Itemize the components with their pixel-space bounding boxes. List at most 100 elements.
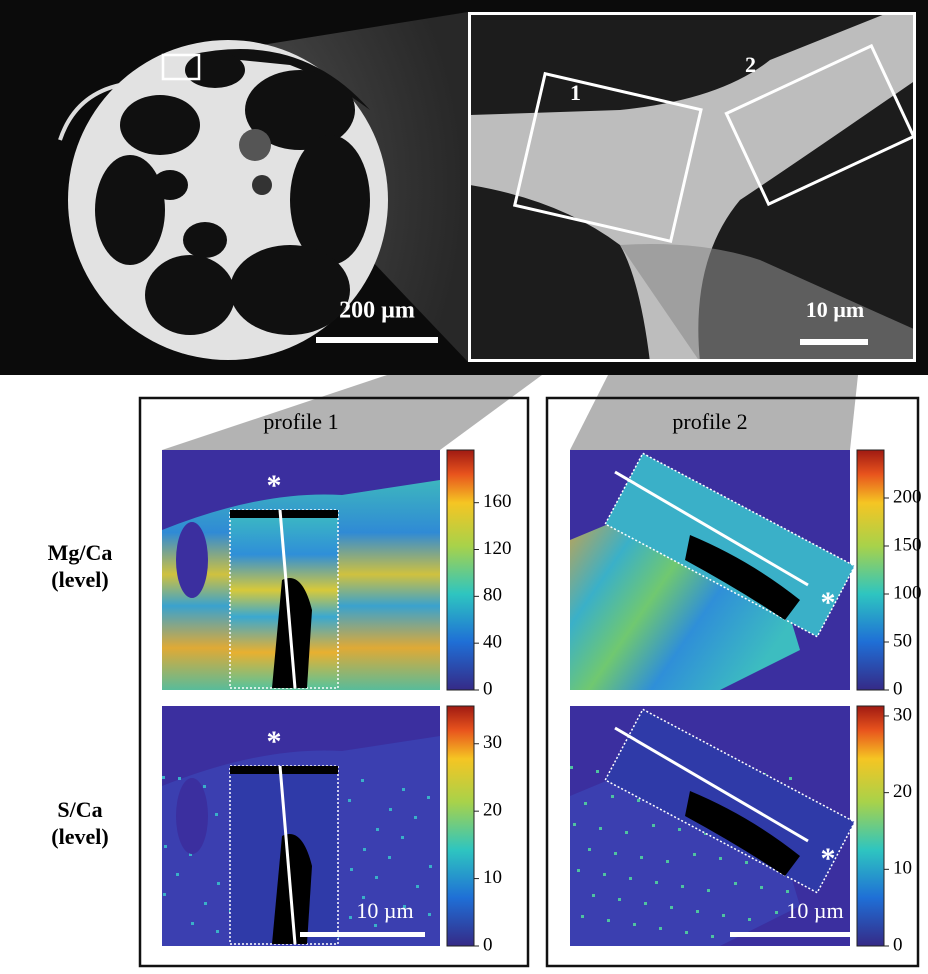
map-speckle (655, 881, 658, 884)
map-speckle (204, 902, 207, 905)
map-speckle (414, 816, 417, 819)
map-hole (176, 778, 208, 854)
map-speckle (722, 914, 725, 917)
marker: * (267, 725, 282, 758)
colorbar-tick-label: 150 (893, 534, 922, 555)
map-speckle (163, 893, 166, 896)
map-speckle (719, 857, 722, 860)
colorbar-tick-label: 10 (893, 858, 912, 879)
map-speckle (734, 882, 737, 885)
map-speckle (644, 902, 647, 905)
map-void (230, 766, 338, 774)
map-speckle (570, 766, 573, 769)
map-speckle (640, 856, 643, 859)
map-speckle (376, 828, 379, 831)
marker: * (821, 586, 836, 619)
scale-label: 10 µm (786, 898, 843, 923)
map-speckle (707, 889, 710, 892)
map-speckle (666, 860, 669, 863)
map-speckle (389, 808, 392, 811)
map-hole (176, 522, 208, 598)
row-label: (level) (51, 567, 108, 592)
map-speckle (685, 931, 688, 934)
colorbar-tick-label: 0 (893, 934, 903, 955)
map-speckle (652, 824, 655, 827)
box-label: 1 (570, 80, 581, 105)
map-speckle (678, 828, 681, 831)
map-speckle (401, 836, 404, 839)
figure: 200 µm 1 2 10 µm Mg/Ca (level) S/Ca (lev… (0, 0, 928, 974)
map-speckle (178, 777, 181, 780)
scale-label: 10 µm (356, 898, 413, 923)
map-speckle (584, 802, 587, 805)
element-map: * (162, 450, 440, 690)
map-speckle (659, 927, 662, 930)
colorbar (857, 450, 884, 690)
map-speckle (164, 845, 167, 848)
map-speckle (361, 779, 364, 782)
map-speckle (374, 924, 377, 927)
colorbar-tick-label: 20 (483, 800, 502, 821)
map-speckle (786, 890, 789, 893)
map-speckle (670, 906, 673, 909)
box-label: 2 (745, 52, 756, 77)
map-speckle (596, 770, 599, 773)
map-speckle (416, 885, 419, 888)
map-speckle (215, 813, 218, 816)
map-speckle (363, 848, 366, 851)
map-speckle (629, 877, 632, 880)
colorbar-tick-label: 30 (483, 732, 502, 753)
map-speckle (775, 911, 778, 914)
map-speckle (633, 923, 636, 926)
scale-bar (300, 932, 425, 937)
map-speckle (429, 865, 432, 868)
row-label: Mg/Ca (48, 540, 113, 565)
colorbar-tick-label: 0 (483, 678, 493, 699)
marker: * (267, 469, 282, 502)
colorbar-tick-label: 50 (893, 630, 912, 651)
map-speckle (216, 930, 219, 933)
scale-label: 10 µm (806, 297, 865, 322)
map-speckle (618, 898, 621, 901)
colorbar (857, 706, 884, 946)
map-speckle (611, 795, 614, 798)
map-speckle (592, 894, 595, 897)
map-speckle (760, 886, 763, 889)
scale-bar (800, 339, 868, 345)
colorbar-tick-label: 0 (893, 678, 903, 699)
row-label: (level) (51, 824, 108, 849)
map-speckle (348, 799, 351, 802)
map-speckle (203, 785, 206, 788)
colorbar-tick-label: 100 (893, 582, 922, 603)
map-speckle (427, 796, 430, 799)
map-speckle (588, 848, 591, 851)
colorbar-tick-label: 40 (483, 632, 502, 653)
map-speckle (176, 873, 179, 876)
map-speckle (349, 916, 352, 919)
colorbar-tick-label: 80 (483, 585, 502, 606)
profile-connector (162, 375, 542, 450)
map-speckle (681, 885, 684, 888)
colorbar-tick-label: 120 (483, 538, 512, 559)
profile-title: profile 2 (672, 409, 747, 434)
map-speckle (402, 788, 405, 791)
map-speckle (711, 935, 714, 938)
map-speckle (573, 823, 576, 826)
map-speckle (388, 856, 391, 859)
scale-bar (730, 932, 855, 937)
row-label: S/Ca (57, 797, 102, 822)
colorbar-tick-label: 10 (483, 867, 502, 888)
colorbar-tick-label: 200 (893, 486, 922, 507)
map-speckle (428, 913, 431, 916)
map-speckle (607, 919, 610, 922)
colorbar-tick-label: 20 (893, 781, 912, 802)
colorbar-tick-label: 160 (483, 491, 512, 512)
map-speckle (375, 876, 378, 879)
profile-title: profile 1 (263, 409, 338, 434)
map-speckle (748, 918, 751, 921)
marker: * (821, 842, 836, 875)
element-map: * (570, 450, 855, 690)
map-speckle (693, 853, 696, 856)
map-speckle (603, 873, 606, 876)
colorbar (447, 450, 474, 690)
